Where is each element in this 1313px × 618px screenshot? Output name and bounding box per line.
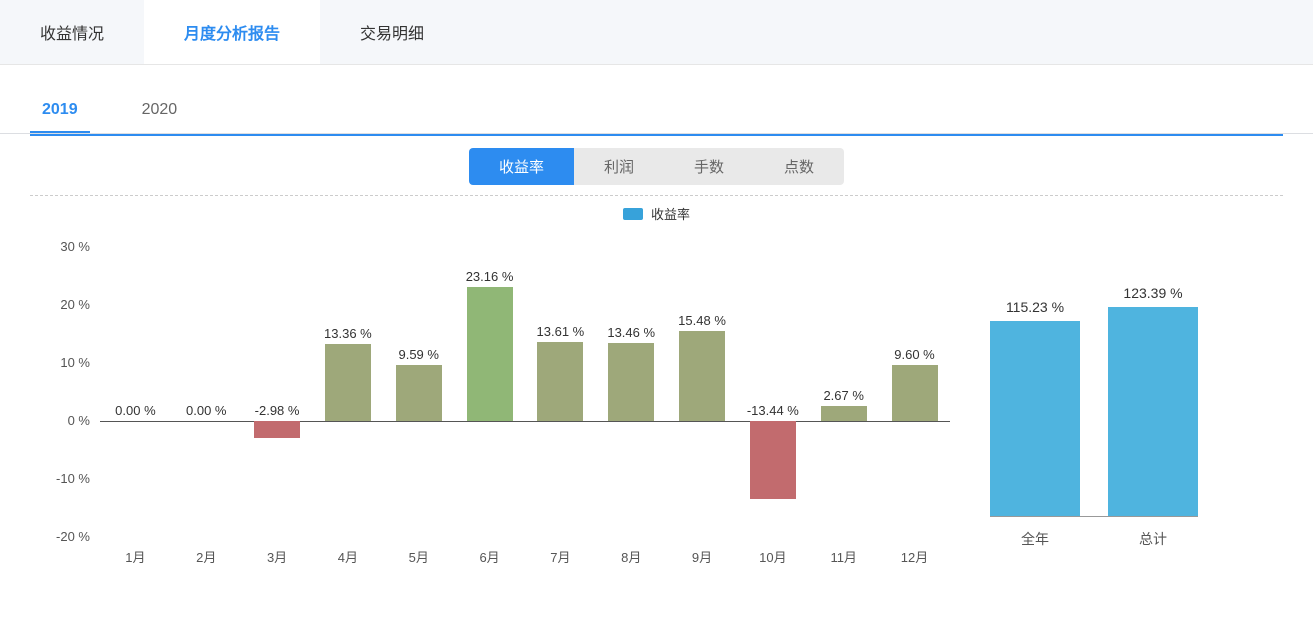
summary-bar: [990, 321, 1080, 516]
bar: [608, 343, 654, 421]
year-tabs: 2019 2020: [0, 65, 1313, 134]
x-tick: 11月: [808, 547, 879, 566]
legend: 收益率: [30, 196, 1283, 227]
summary-x-tick: 总计: [1108, 529, 1198, 549]
bar: [467, 287, 513, 421]
y-axis: 30 %20 %10 %0 %-10 %-20 %: [40, 247, 100, 537]
bar: [254, 421, 300, 438]
bar-value-label: 13.46 %: [607, 325, 655, 340]
metric-btn-lots[interactable]: 手数: [664, 148, 754, 185]
bar-slot: 23.16 %: [454, 247, 525, 537]
summary-value-label: 115.23 %: [1006, 299, 1064, 315]
bar-slot: 9.59 %: [383, 247, 454, 537]
bars-container: 0.00 % 0.00 % -2.98 % 13.36 % 9.59 % 23.16 % 1…: [100, 247, 950, 537]
top-tabs: 收益情况 月度分析报告 交易明细: [0, 0, 1313, 65]
bar-value-label: 15.48 %: [678, 313, 726, 328]
bar: [396, 365, 442, 421]
bar-value-label: 0.00 %: [115, 403, 155, 418]
bar-slot: 13.46 %: [596, 247, 667, 537]
chart-area: 30 %20 %10 %0 %-10 %-20 % 0.00 % 0.00 % -2…: [30, 227, 1283, 566]
summary-x-tick: 全年: [990, 529, 1080, 549]
x-tick: 12月: [879, 547, 950, 566]
bar: [821, 406, 867, 421]
tab-transaction-detail[interactable]: 交易明细: [320, 0, 464, 64]
summary-bar-col: 115.23 %: [990, 299, 1080, 516]
year-tab-2019[interactable]: 2019: [30, 95, 90, 133]
summary-plot: 115.23 % 123.39 %: [990, 267, 1198, 517]
metric-button-row: 收益率 利润 手数 点数: [30, 136, 1283, 196]
chart-panel: 收益率 利润 手数 点数 收益率 30 %20 %10 %0 %-10 %-20…: [30, 134, 1283, 566]
tab-revenue-overview[interactable]: 收益情况: [0, 0, 144, 64]
metric-btn-return-rate[interactable]: 收益率: [469, 148, 574, 185]
tab-monthly-report[interactable]: 月度分析报告: [144, 0, 320, 64]
bar-value-label: -13.44 %: [747, 403, 799, 418]
bar: [537, 342, 583, 421]
x-tick: 6月: [454, 547, 525, 566]
bar-value-label: 0.00 %: [186, 403, 226, 418]
summary-chart: 115.23 % 123.39 % 全年 总计: [950, 227, 1198, 549]
metric-btn-points[interactable]: 点数: [754, 148, 844, 185]
x-tick: 5月: [383, 547, 454, 566]
bar-value-label: 9.60 %: [894, 347, 934, 362]
bar-slot: 13.61 %: [525, 247, 596, 537]
bar-value-label: 13.36 %: [324, 326, 372, 341]
bar-slot: 0.00 %: [100, 247, 171, 537]
monthly-chart: 30 %20 %10 %0 %-10 %-20 % 0.00 % 0.00 % -2…: [30, 227, 950, 566]
x-tick: 3月: [242, 547, 313, 566]
bar: [750, 421, 796, 499]
metric-btn-profit[interactable]: 利润: [574, 148, 664, 185]
summary-bar: [1108, 307, 1198, 516]
bar-slot: -2.98 %: [242, 247, 313, 537]
bar: [679, 331, 725, 421]
legend-swatch: [623, 208, 643, 220]
bar-slot: 13.36 %: [312, 247, 383, 537]
x-tick: 4月: [312, 547, 383, 566]
x-tick: 1月: [100, 547, 171, 566]
bar-slot: 15.48 %: [667, 247, 738, 537]
bar-value-label: 13.61 %: [537, 324, 585, 339]
plot-area: 0.00 % 0.00 % -2.98 % 13.36 % 9.59 % 23.16 % 1…: [100, 247, 950, 537]
x-tick: 2月: [171, 547, 242, 566]
bar-slot: 0.00 %: [171, 247, 242, 537]
bar-slot: -13.44 %: [737, 247, 808, 537]
bar-value-label: 2.67 %: [823, 388, 863, 403]
bar-value-label: 23.16 %: [466, 269, 514, 284]
x-tick: 7月: [525, 547, 596, 566]
bar-slot: 2.67 %: [808, 247, 879, 537]
bar-value-label: -2.98 %: [255, 403, 300, 418]
bar: [325, 344, 371, 421]
bar-slot: 9.60 %: [879, 247, 950, 537]
year-tab-2020[interactable]: 2020: [130, 95, 190, 133]
summary-value-label: 123.39 %: [1123, 285, 1182, 301]
x-tick: 9月: [667, 547, 738, 566]
summary-bar-col: 123.39 %: [1108, 285, 1198, 516]
legend-label: 收益率: [651, 204, 690, 223]
x-axis: 1月2月3月4月5月6月7月8月9月10月11月12月: [100, 547, 950, 566]
bar-value-label: 9.59 %: [398, 347, 438, 362]
x-tick: 10月: [737, 547, 808, 566]
x-tick: 8月: [596, 547, 667, 566]
summary-x-axis: 全年 总计: [990, 529, 1198, 549]
bar: [892, 365, 938, 421]
